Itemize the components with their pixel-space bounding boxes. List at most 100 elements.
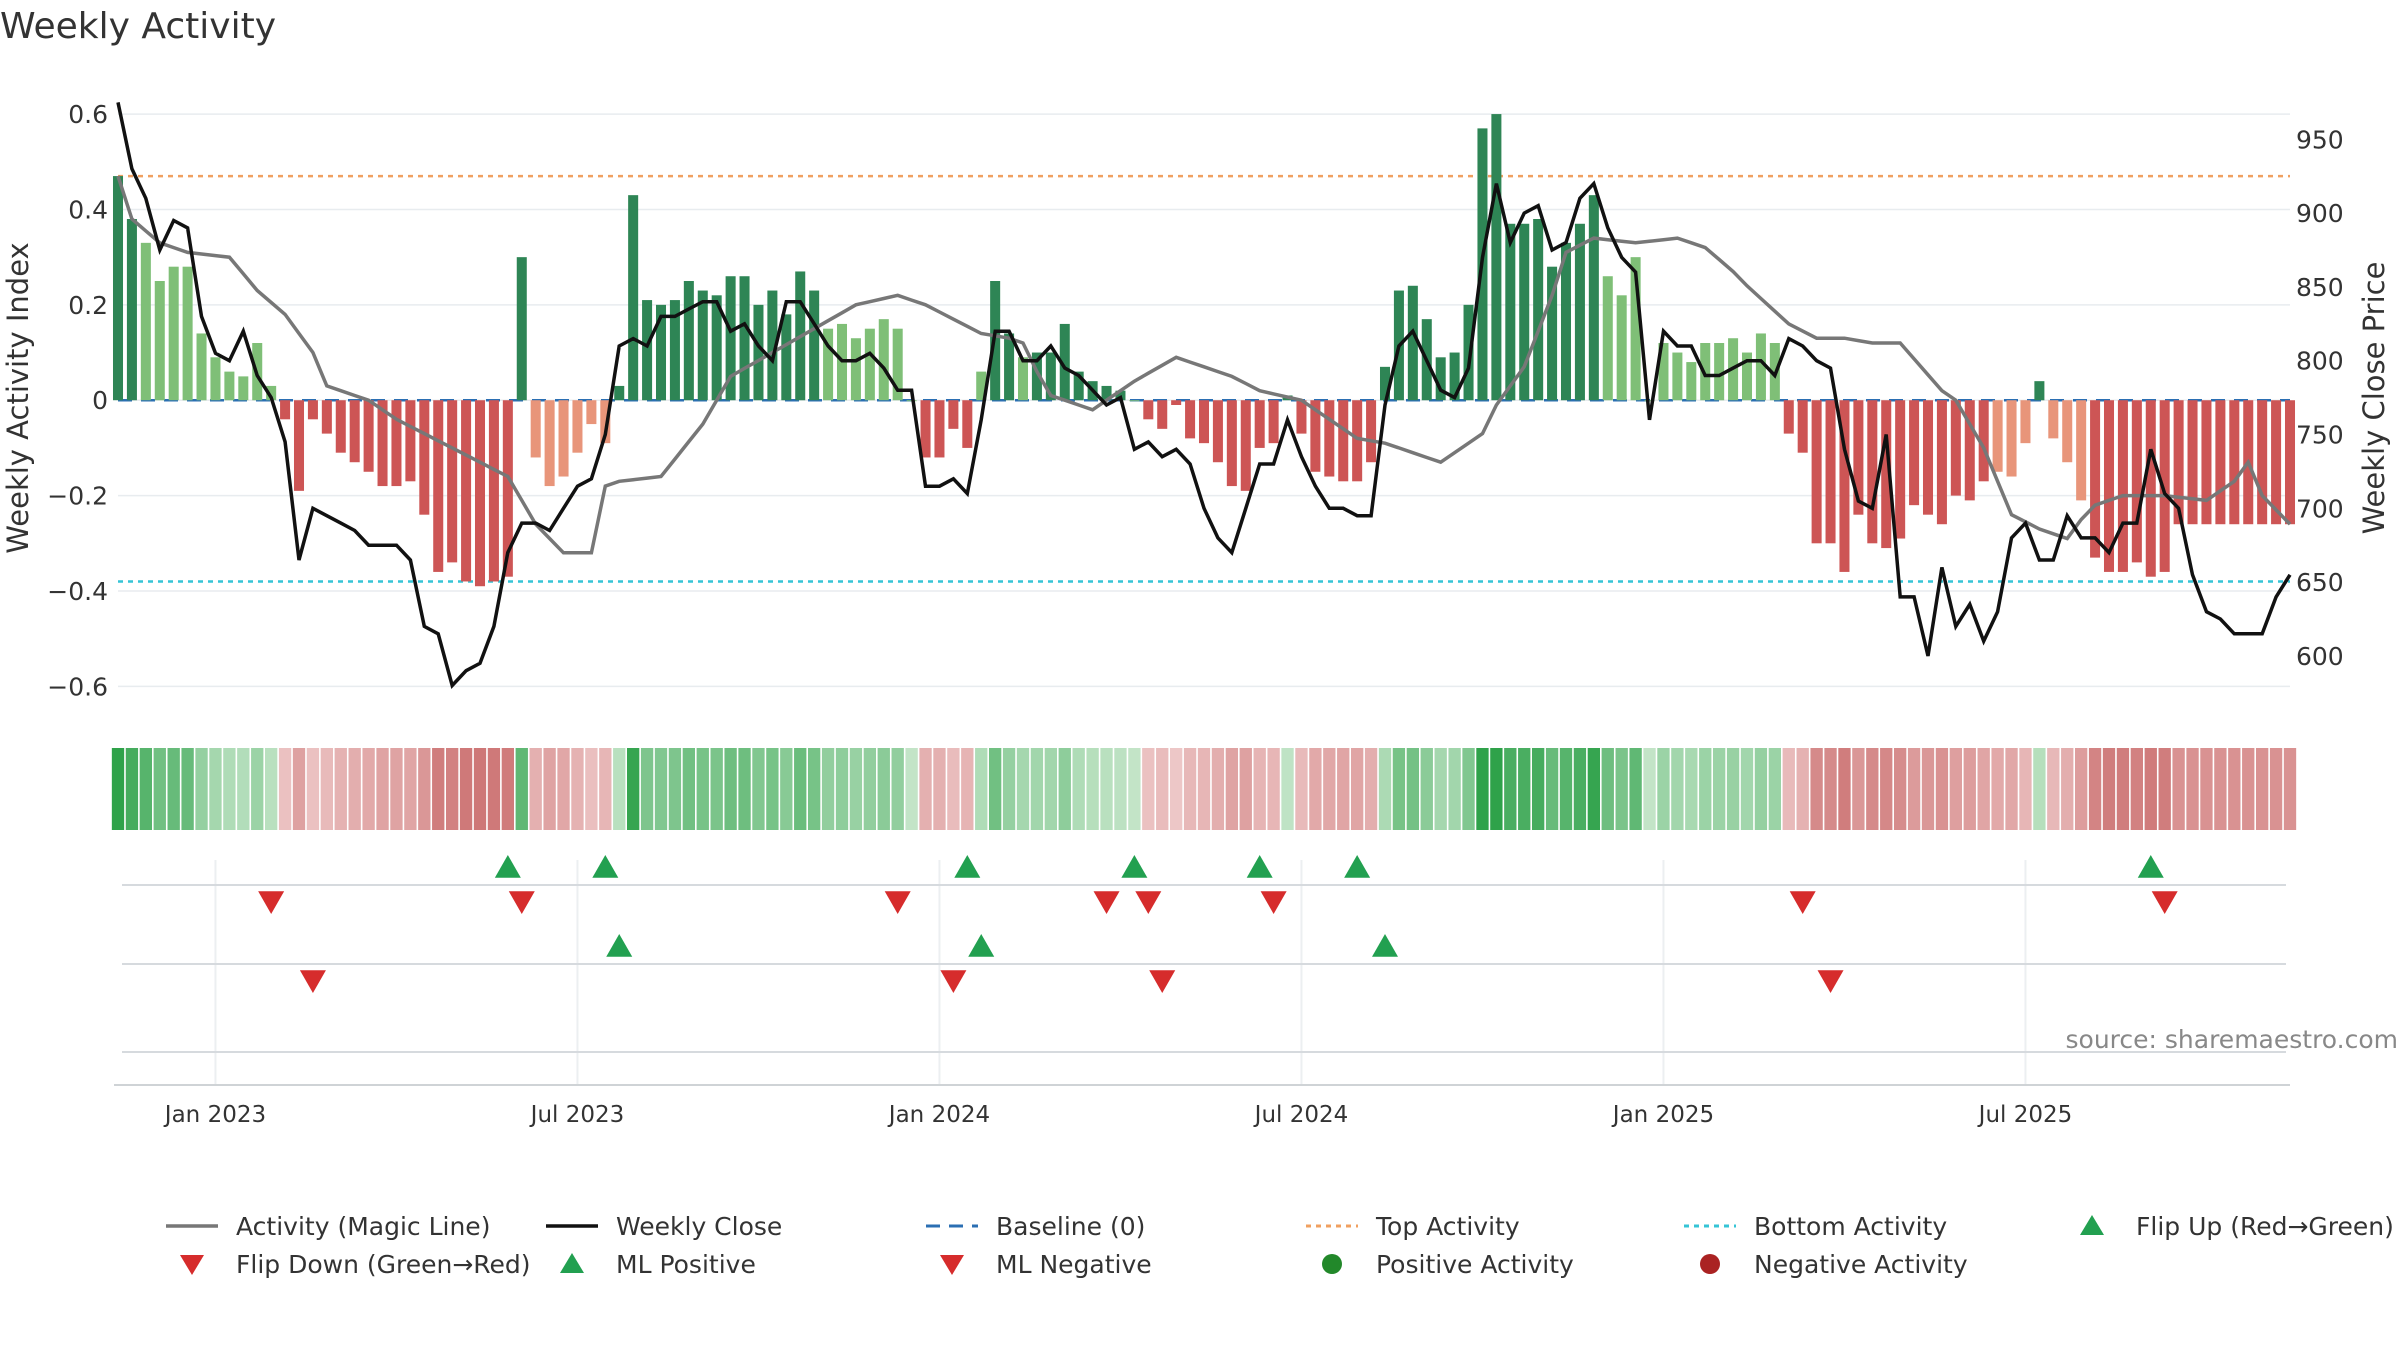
legend-key-tri-up-green — [540, 1246, 604, 1282]
legend-item: Baseline (0) — [920, 1208, 1145, 1244]
x-tick-label: Jan 2024 — [887, 1102, 990, 1128]
heat-strip-cell — [1211, 748, 1225, 830]
ml-negative-marker — [1149, 970, 1176, 993]
legend-key-dot-cyan — [1678, 1208, 1742, 1244]
axes: 0.6 0.4 0.2 0 −0.2 −0.4 −0.6 950 900 850 800 750 700… — [47, 100, 2343, 1128]
heat-strip-cell — [1392, 748, 1406, 830]
source-credit: source: sharemaestro.com — [2066, 1025, 2399, 1054]
legend-label: Top Activity — [1376, 1211, 1520, 1241]
x-tick-label: Jul 2024 — [1253, 1102, 1349, 1128]
activity-bar — [182, 266, 193, 401]
heat-strip-cell — [2116, 748, 2130, 830]
activity-bar — [377, 400, 388, 487]
activity-bar — [530, 400, 541, 458]
activity-bar — [2048, 400, 2059, 439]
activity-bar — [1616, 295, 1627, 401]
activity-bar — [140, 242, 151, 401]
heat-strip-cell — [1378, 748, 1392, 830]
activity-bar — [642, 300, 653, 401]
activity-bar — [2145, 400, 2156, 577]
activity-bar — [1686, 362, 1697, 401]
activity-bar — [1895, 400, 1906, 539]
activity-bar — [1741, 352, 1753, 401]
heat-strip-cell — [2033, 748, 2046, 830]
legend-label: Flip Down (Green→Red) — [236, 1249, 531, 1279]
activity-bar — [1978, 400, 1989, 482]
activity-bar — [1157, 400, 1168, 429]
weekly-close-series — [116, 102, 2292, 689]
activity-bar — [2090, 400, 2101, 558]
legend-item: Weekly Close — [540, 1208, 782, 1244]
activity-bar — [739, 276, 750, 401]
heat-strip-cell — [376, 748, 389, 830]
heat-strip-cell — [1490, 748, 1503, 830]
heat-strip-cell — [1893, 748, 1907, 830]
flip-up-marker — [1246, 855, 1273, 878]
heat-strip-cell — [487, 748, 501, 830]
activity-bar — [962, 400, 973, 448]
legend-item: ML Positive — [540, 1246, 756, 1282]
activity-bar — [280, 400, 291, 420]
activity-bar — [447, 400, 458, 563]
activity-bar — [1463, 304, 1474, 401]
activity-bar — [1143, 400, 1154, 420]
heat-strip-cell — [1225, 748, 1239, 830]
heat-strip-cell — [1782, 748, 1795, 830]
heat-strip-cell — [1337, 748, 1350, 830]
activity-bar — [809, 290, 820, 401]
heat-strip-cell — [1058, 748, 1071, 830]
legend-item: Bottom Activity — [1678, 1208, 1947, 1244]
legend-item: Flip Up (Red→Green) — [2060, 1208, 2394, 1244]
flip-up-marker — [954, 855, 981, 878]
flip-up-marker — [494, 855, 521, 878]
activity-bar — [196, 333, 207, 401]
heat-strip-cell — [933, 748, 946, 830]
legend-label: Weekly Close — [616, 1211, 783, 1241]
heat-strip-cell — [195, 748, 208, 830]
heat-strip-cell — [1866, 748, 1879, 830]
activity-heat-strip — [111, 748, 2297, 830]
heat-strip-cell — [752, 748, 765, 830]
heat-strip-cell — [320, 748, 334, 830]
activity-bar — [1839, 400, 1850, 572]
legend-key-circle-red — [1678, 1246, 1742, 1282]
heat-strip-cell — [1935, 748, 1949, 830]
ml-positive-marker — [606, 934, 633, 957]
activity-bar — [1519, 223, 1530, 401]
activity-bar — [1171, 400, 1182, 405]
signal-markers — [258, 855, 2178, 993]
activity-bar — [1240, 400, 1251, 491]
heat-strip-cell — [1169, 748, 1183, 830]
heat-strip-cell — [807, 748, 821, 830]
heat-strip-cell — [1824, 748, 1837, 830]
activity-bar — [544, 400, 555, 487]
heat-strip-cell — [2005, 748, 2018, 830]
heat-strip-cell — [1016, 748, 1030, 830]
ml-positive-marker — [968, 934, 995, 957]
activity-bar — [1324, 400, 1335, 477]
ml-negative-marker — [1817, 970, 1844, 993]
heat-strip-cell — [209, 748, 222, 830]
heat-strip-cell — [167, 748, 180, 830]
heat-strip-cell — [599, 748, 612, 830]
heat-strip-cell — [306, 748, 320, 830]
heat-strip-cell — [1309, 748, 1322, 830]
activity-bar — [697, 290, 708, 401]
legend-key-circle-green — [1300, 1246, 1364, 1282]
heat-strip-cell — [2172, 748, 2185, 830]
right-tick-label: 950 — [2296, 125, 2344, 154]
activity-bar — [1602, 276, 1613, 401]
activity-bar — [948, 400, 959, 429]
legend-key-dash-blue — [920, 1208, 984, 1244]
activity-bar — [1198, 400, 1210, 444]
activity-bar — [1644, 400, 1655, 402]
activity-bar — [2103, 400, 2115, 572]
heat-strip-cell — [445, 748, 459, 830]
activity-bar — [2062, 400, 2073, 463]
activity-bars — [112, 114, 2296, 587]
x-tick-label: Jan 2025 — [1611, 1102, 1714, 1128]
activity-bar — [558, 400, 569, 477]
heat-strip-cell — [821, 748, 835, 830]
left-tick-label: 0.6 — [68, 100, 108, 129]
activity-bar — [1825, 400, 1836, 544]
